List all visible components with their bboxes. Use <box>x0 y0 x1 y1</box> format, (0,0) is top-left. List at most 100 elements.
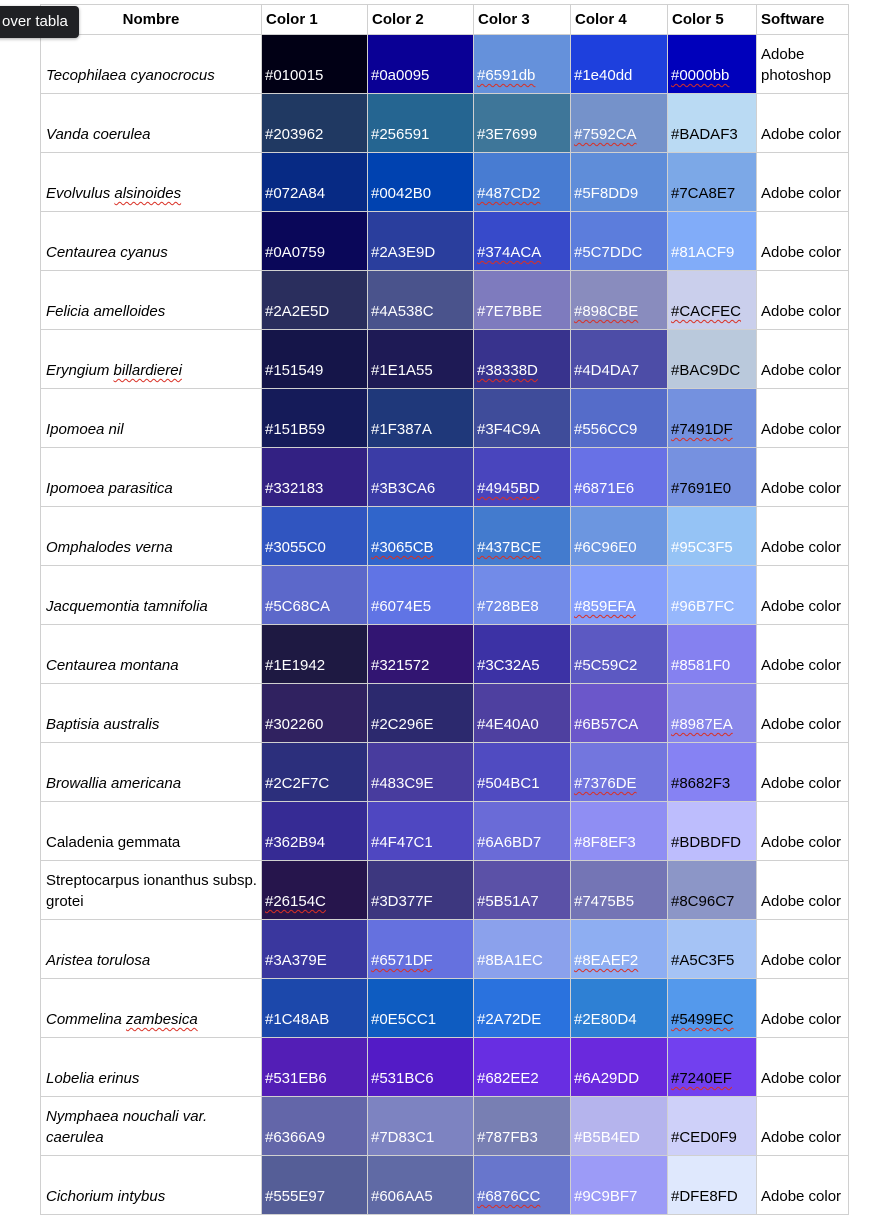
color-swatch-cell[interactable]: #8EAEF2 <box>570 919 668 979</box>
color-swatch-cell[interactable]: #7376DE <box>570 742 668 802</box>
color-swatch-cell[interactable]: #7491DF <box>667 388 757 448</box>
species-name-cell[interactable]: Omphalodes verna <box>40 506 262 566</box>
color-swatch-cell[interactable]: #7475B5 <box>570 860 668 920</box>
color-swatch-cell[interactable]: #6A6BD7 <box>473 801 571 861</box>
color-swatch-cell[interactable]: #302260 <box>261 683 368 743</box>
color-swatch-cell[interactable]: #3F4C9A <box>473 388 571 448</box>
software-cell[interactable]: Adobe color <box>756 683 849 743</box>
color-swatch-cell[interactable]: #5C68CA <box>261 565 368 625</box>
color-swatch-cell[interactable]: #151549 <box>261 329 368 389</box>
color-swatch-cell[interactable]: #A5C3F5 <box>667 919 757 979</box>
color-swatch-cell[interactable]: #DFE8FD <box>667 1155 757 1215</box>
color-swatch-cell[interactable]: #0a0095 <box>367 34 474 94</box>
software-cell[interactable]: Adobe photoshop <box>756 34 849 94</box>
color-swatch-cell[interactable]: #4945BD <box>473 447 571 507</box>
color-swatch-cell[interactable]: #898CBE <box>570 270 668 330</box>
color-swatch-cell[interactable]: #151B59 <box>261 388 368 448</box>
color-swatch-cell[interactable]: #8F8EF3 <box>570 801 668 861</box>
species-name-cell[interactable]: Centaurea montana <box>40 624 262 684</box>
color-swatch-cell[interactable]: #556CC9 <box>570 388 668 448</box>
color-swatch-cell[interactable]: #859EFA <box>570 565 668 625</box>
header-color-1[interactable]: Color 1 <box>261 4 368 35</box>
color-swatch-cell[interactable]: #6571DF <box>367 919 474 979</box>
species-name-cell[interactable]: Ipomoea parasitica <box>40 447 262 507</box>
species-name-cell[interactable]: Eryngium billardierei <box>40 329 262 389</box>
species-name-cell[interactable]: Browallia americana <box>40 742 262 802</box>
color-swatch-cell[interactable]: #5C7DDC <box>570 211 668 271</box>
color-swatch-cell[interactable]: #6C96E0 <box>570 506 668 566</box>
software-cell[interactable]: Adobe color <box>756 624 849 684</box>
software-cell[interactable]: Adobe color <box>756 211 849 271</box>
species-name-cell[interactable]: Commelina zambesica <box>40 978 262 1038</box>
software-cell[interactable]: Adobe color <box>756 93 849 153</box>
color-swatch-cell[interactable]: #3A379E <box>261 919 368 979</box>
color-swatch-cell[interactable]: #BDBDFD <box>667 801 757 861</box>
software-cell[interactable]: Adobe color <box>756 270 849 330</box>
color-swatch-cell[interactable]: #7CA8E7 <box>667 152 757 212</box>
color-swatch-cell[interactable]: #0E5CC1 <box>367 978 474 1038</box>
color-swatch-cell[interactable]: #555E97 <box>261 1155 368 1215</box>
species-name-cell[interactable]: Aristea torulosa <box>40 919 262 979</box>
color-swatch-cell[interactable]: #4D4DA7 <box>570 329 668 389</box>
color-swatch-cell[interactable]: #6074E5 <box>367 565 474 625</box>
color-swatch-cell[interactable]: #7592CA <box>570 93 668 153</box>
color-swatch-cell[interactable]: #531EB6 <box>261 1037 368 1097</box>
software-cell[interactable]: Adobe color <box>756 506 849 566</box>
color-swatch-cell[interactable]: #2E80D4 <box>570 978 668 1038</box>
species-name-cell[interactable]: Cichorium intybus <box>40 1155 262 1215</box>
color-swatch-cell[interactable]: #2A3E9D <box>367 211 474 271</box>
color-swatch-cell[interactable]: #3055C0 <box>261 506 368 566</box>
species-name-cell[interactable]: Jacquemontia tamnifolia <box>40 565 262 625</box>
color-swatch-cell[interactable]: #6591db <box>473 34 571 94</box>
color-swatch-cell[interactable]: #3D377F <box>367 860 474 920</box>
color-swatch-cell[interactable]: #2A72DE <box>473 978 571 1038</box>
color-swatch-cell[interactable]: #1F387A <box>367 388 474 448</box>
species-name-cell[interactable]: Lobelia erinus <box>40 1037 262 1097</box>
software-cell[interactable]: Adobe color <box>756 447 849 507</box>
color-swatch-cell[interactable]: #4E40A0 <box>473 683 571 743</box>
software-cell[interactable]: Adobe color <box>756 1037 849 1097</box>
color-swatch-cell[interactable]: #5499EC <box>667 978 757 1038</box>
color-swatch-cell[interactable]: #CED0F9 <box>667 1096 757 1156</box>
color-swatch-cell[interactable]: #8682F3 <box>667 742 757 802</box>
header-color-4[interactable]: Color 4 <box>570 4 668 35</box>
color-swatch-cell[interactable]: #2A2E5D <box>261 270 368 330</box>
color-swatch-cell[interactable]: #26154C <box>261 860 368 920</box>
color-swatch-cell[interactable]: #1E1942 <box>261 624 368 684</box>
species-name-cell[interactable]: Caladenia gemmata <box>40 801 262 861</box>
software-cell[interactable]: Adobe color <box>756 801 849 861</box>
header-color-3[interactable]: Color 3 <box>473 4 571 35</box>
species-name-cell[interactable]: Streptocarpus ionanthus subsp. grotei <box>40 860 262 920</box>
species-name-cell[interactable]: Evolvulus alsinoides <box>40 152 262 212</box>
color-swatch-cell[interactable]: #362B94 <box>261 801 368 861</box>
color-swatch-cell[interactable]: #0A0759 <box>261 211 368 271</box>
color-swatch-cell[interactable]: #483C9E <box>367 742 474 802</box>
color-swatch-cell[interactable]: #5F8DD9 <box>570 152 668 212</box>
species-name-cell[interactable]: Vanda coerulea <box>40 93 262 153</box>
color-swatch-cell[interactable]: #BAC9DC <box>667 329 757 389</box>
color-swatch-cell[interactable]: #5B51A7 <box>473 860 571 920</box>
color-swatch-cell[interactable]: #6B57CA <box>570 683 668 743</box>
color-swatch-cell[interactable]: #682EE2 <box>473 1037 571 1097</box>
color-swatch-cell[interactable]: #6A29DD <box>570 1037 668 1097</box>
color-swatch-cell[interactable]: #374ACA <box>473 211 571 271</box>
color-swatch-cell[interactable]: #321572 <box>367 624 474 684</box>
color-swatch-cell[interactable]: #8581F0 <box>667 624 757 684</box>
color-swatch-cell[interactable]: #3C32A5 <box>473 624 571 684</box>
color-swatch-cell[interactable]: #2C2F7C <box>261 742 368 802</box>
color-swatch-cell[interactable]: #256591 <box>367 93 474 153</box>
color-swatch-cell[interactable]: #332183 <box>261 447 368 507</box>
species-name-cell[interactable]: Baptisia australis <box>40 683 262 743</box>
software-cell[interactable]: Adobe color <box>756 152 849 212</box>
color-swatch-cell[interactable]: #7E7BBE <box>473 270 571 330</box>
header-color-2[interactable]: Color 2 <box>367 4 474 35</box>
color-swatch-cell[interactable]: #38338D <box>473 329 571 389</box>
species-name-cell[interactable]: Felicia amelloides <box>40 270 262 330</box>
color-swatch-cell[interactable]: #3B3CA6 <box>367 447 474 507</box>
color-swatch-cell[interactable]: #7240EF <box>667 1037 757 1097</box>
software-cell[interactable]: Adobe color <box>756 329 849 389</box>
color-swatch-cell[interactable]: #8BA1EC <box>473 919 571 979</box>
software-cell[interactable]: Adobe color <box>756 1155 849 1215</box>
color-swatch-cell[interactable]: #BADAF3 <box>667 93 757 153</box>
species-name-cell[interactable]: Tecophilaea cyanocrocus <box>40 34 262 94</box>
